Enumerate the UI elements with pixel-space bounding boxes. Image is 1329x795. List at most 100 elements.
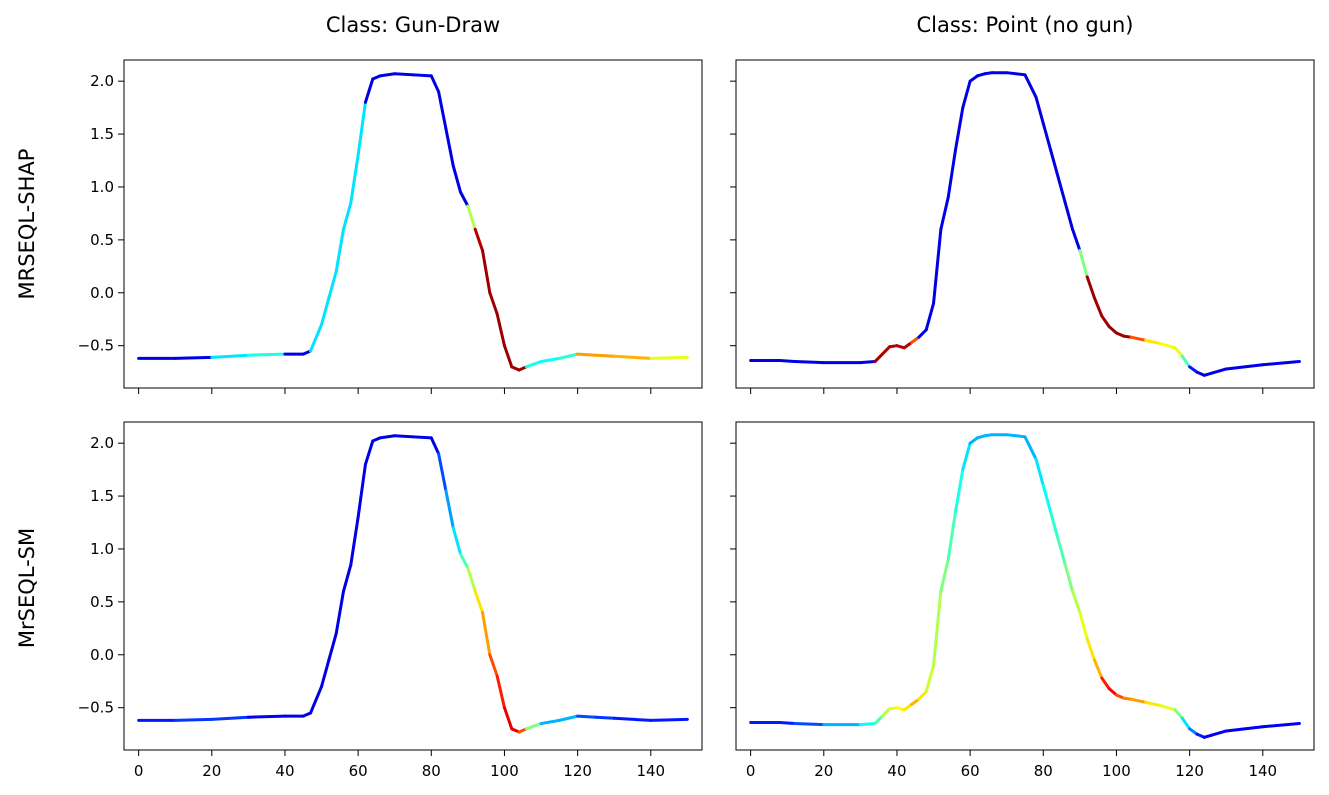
line-segment bbox=[1005, 433, 1027, 439]
line-segment bbox=[953, 106, 965, 152]
line-segment bbox=[378, 434, 397, 440]
line-segment bbox=[411, 435, 433, 440]
line-segment bbox=[649, 355, 689, 360]
line-segment bbox=[327, 632, 338, 662]
line-segment bbox=[1085, 637, 1097, 662]
line-segment bbox=[1034, 457, 1045, 487]
series-line bbox=[137, 434, 689, 734]
line-segment bbox=[1071, 227, 1082, 252]
line-segment bbox=[880, 707, 892, 718]
line-segment bbox=[1261, 360, 1301, 367]
line-segment bbox=[341, 201, 353, 231]
line-segment bbox=[349, 153, 360, 205]
line-segment bbox=[1100, 314, 1111, 329]
axes-frame bbox=[735, 421, 1315, 751]
line-segment bbox=[873, 352, 884, 364]
line-segment bbox=[1173, 708, 1184, 720]
line-segment bbox=[576, 714, 598, 719]
line-segment bbox=[873, 714, 884, 726]
line-segment bbox=[459, 190, 470, 208]
line-segment bbox=[488, 653, 499, 678]
line-segment bbox=[539, 356, 561, 364]
line-segment bbox=[466, 204, 477, 231]
line-segment bbox=[1056, 174, 1067, 205]
line-segment bbox=[1210, 729, 1228, 737]
line-segment bbox=[210, 353, 250, 359]
line-segment bbox=[1085, 275, 1097, 300]
line-segment bbox=[1063, 563, 1075, 593]
line-segment bbox=[437, 90, 448, 131]
y-tick-label: −0.5 bbox=[78, 699, 114, 717]
line-segment bbox=[594, 715, 616, 720]
line-segment bbox=[1056, 536, 1067, 567]
line-segment bbox=[1034, 95, 1045, 125]
line-segment bbox=[946, 510, 957, 562]
line-segment bbox=[1261, 722, 1301, 729]
y-tick-label: −0.5 bbox=[78, 337, 114, 355]
x-tick-label: 100 bbox=[490, 762, 519, 780]
line-segment bbox=[524, 360, 543, 369]
y-tick-label: 1.0 bbox=[90, 540, 114, 558]
line-segment bbox=[917, 690, 928, 701]
line-segment bbox=[1071, 589, 1082, 614]
line-segment bbox=[1049, 148, 1060, 178]
line-segment bbox=[488, 291, 499, 316]
col-title-point-no-gun: Class: Point (no gun) bbox=[917, 13, 1134, 37]
x-tick-label: 120 bbox=[1175, 762, 1204, 780]
line-segment bbox=[1129, 697, 1148, 704]
x-tick-label: 0 bbox=[746, 762, 756, 780]
line-segment bbox=[444, 127, 455, 168]
y-tick-label: 0.0 bbox=[90, 646, 114, 664]
line-segment bbox=[495, 312, 506, 348]
line-segment bbox=[1049, 510, 1060, 540]
line-segment bbox=[363, 77, 375, 104]
line-segment bbox=[1023, 73, 1038, 99]
line-segment bbox=[429, 436, 441, 456]
line-segment bbox=[778, 720, 797, 726]
line-segment bbox=[356, 462, 367, 519]
line-segment bbox=[246, 714, 287, 719]
line-segment bbox=[1107, 687, 1118, 697]
line-segment bbox=[524, 722, 543, 731]
x-tick-label: 80 bbox=[1034, 762, 1053, 780]
line-segment bbox=[961, 79, 972, 110]
line-segment bbox=[1100, 676, 1111, 691]
line-segment bbox=[459, 552, 470, 570]
line-segment bbox=[1093, 296, 1104, 318]
line-segment bbox=[451, 526, 463, 556]
axes-frame bbox=[123, 59, 703, 389]
line-segment bbox=[1129, 335, 1148, 342]
line-segment bbox=[481, 248, 492, 295]
x-tick-label: 120 bbox=[563, 762, 592, 780]
line-segment bbox=[1180, 354, 1192, 369]
line-segment bbox=[1224, 363, 1265, 371]
line-segment bbox=[612, 354, 653, 360]
line-segment bbox=[378, 72, 397, 78]
line-segment bbox=[495, 674, 506, 710]
line-segment bbox=[968, 74, 979, 83]
x-tick-label: 20 bbox=[814, 762, 833, 780]
line-segment bbox=[557, 714, 580, 722]
line-segment bbox=[880, 345, 892, 356]
row-label-mrseql-shap: MRSEQL-SHAP bbox=[15, 149, 39, 300]
line-segment bbox=[309, 685, 324, 715]
line-segment bbox=[429, 74, 441, 94]
line-segment bbox=[1210, 367, 1228, 375]
line-segment bbox=[1188, 727, 1199, 736]
line-segment bbox=[1023, 435, 1038, 461]
line-segment bbox=[320, 296, 331, 327]
line-segment bbox=[576, 352, 598, 357]
line-segment bbox=[1144, 338, 1162, 346]
y-tick-label: 0.0 bbox=[90, 284, 114, 302]
line-segment bbox=[539, 718, 561, 726]
panel-r1-c0: 0 20 40 60 80 100 120 140 −0.5 0.0 0.5 1.0 1.5 2.0 bbox=[78, 421, 703, 780]
line-segment bbox=[349, 515, 360, 567]
line-segment bbox=[612, 716, 653, 722]
line-segment bbox=[961, 441, 972, 472]
line-segment bbox=[932, 227, 943, 305]
line-segment bbox=[858, 722, 877, 727]
line-segment bbox=[1107, 325, 1118, 335]
line-segment bbox=[946, 148, 957, 200]
line-segment bbox=[320, 658, 331, 689]
line-segment bbox=[932, 589, 943, 667]
